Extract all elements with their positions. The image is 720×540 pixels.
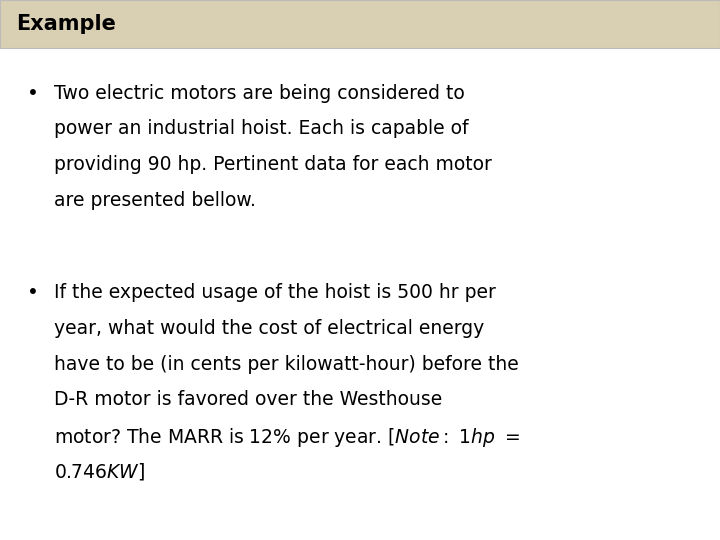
Text: year, what would the cost of electrical energy: year, what would the cost of electrical … <box>54 319 485 338</box>
Text: If the expected usage of the hoist is 500 hr per: If the expected usage of the hoist is 50… <box>54 284 496 302</box>
Text: Example: Example <box>16 14 116 34</box>
Text: D-R motor is favored over the Westhouse: D-R motor is favored over the Westhouse <box>54 390 442 409</box>
Text: providing 90 hp. Pertinent data for each motor: providing 90 hp. Pertinent data for each… <box>54 155 492 174</box>
Text: •: • <box>27 84 39 103</box>
Text: are presented bellow.: are presented bellow. <box>54 191 256 210</box>
Text: motor? The MARR is 12% per year. [$\mathit{Note:\ 1hp\ =}$: motor? The MARR is 12% per year. [$\math… <box>54 426 520 449</box>
FancyBboxPatch shape <box>0 0 720 48</box>
Text: power an industrial hoist. Each is capable of: power an industrial hoist. Each is capab… <box>54 119 469 138</box>
Text: $\mathit{0.746KW}$]: $\mathit{0.746KW}$] <box>54 462 145 482</box>
Text: Two electric motors are being considered to: Two electric motors are being considered… <box>54 84 464 103</box>
Text: have to be (in cents per kilowatt-hour) before the: have to be (in cents per kilowatt-hour) … <box>54 355 518 374</box>
Text: •: • <box>27 284 39 302</box>
